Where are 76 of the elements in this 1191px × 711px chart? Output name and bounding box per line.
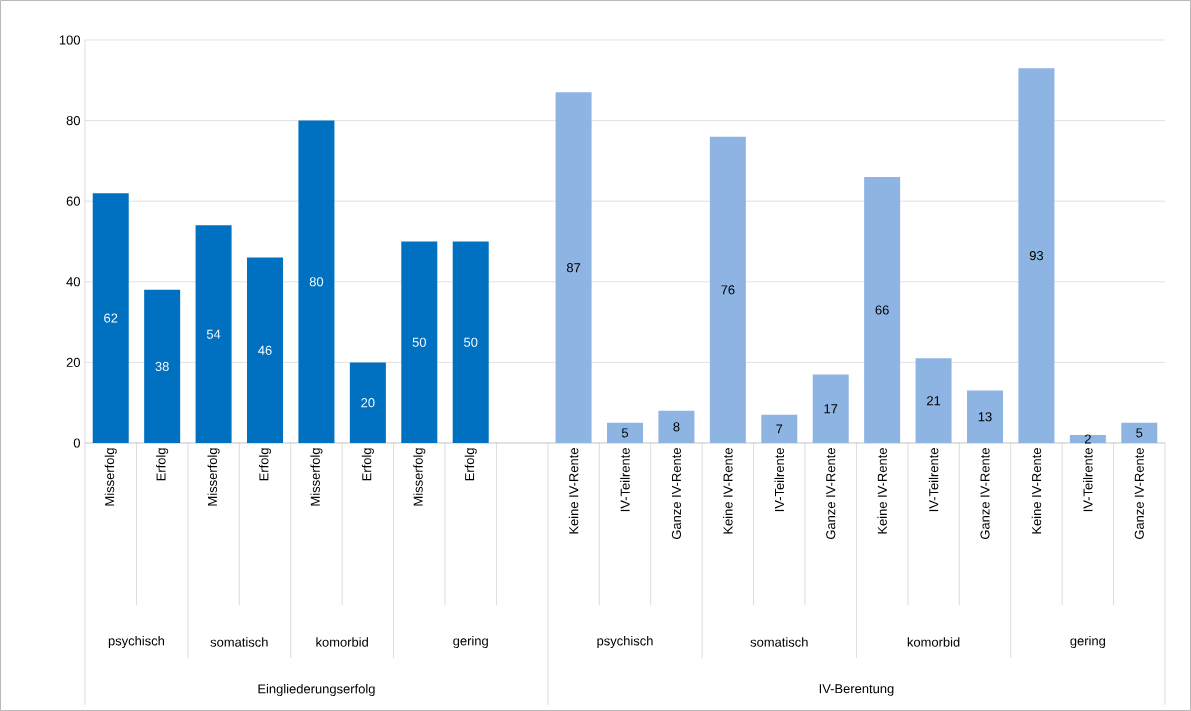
x-tick-label: Keine IV-Rente [723,448,733,534]
x-tick-label: Ganze IV-Rente [826,448,836,539]
text: gering [453,635,488,649]
data-label: 93 [1029,251,1044,261]
x-tick-label: Misserfolg [310,448,323,506]
data-label: 17 [824,404,838,414]
bar [967,390,1003,443]
bar [1018,68,1055,443]
x-tick-label: Keine IV-Rente [877,448,887,534]
y-tick-label: 40 [66,277,80,287]
data-label: 38 [155,361,169,371]
data-label: 5 [621,428,629,438]
bar [761,414,798,443]
bar [864,177,901,443]
bar [247,257,284,443]
x-tick-label: Erfolg [464,448,477,481]
data-label: 20 [361,398,375,408]
bar [812,374,849,443]
x-tick-label: IV-Teilrente [620,448,630,512]
data-label: 66 [875,305,889,315]
data-label: 50 [464,337,478,347]
x-tick-label: IV-Teilrente [774,448,785,512]
y-tick-label: 60 [66,196,80,206]
text: somatisch [210,637,268,647]
x-tick-label: Keine IV-Rente [568,448,579,534]
data-label: 80 [309,277,324,287]
x-tick-label: Misserfolg [207,448,220,506]
text: gering [1070,635,1106,649]
bar [195,225,232,443]
text: Eingliederungserfolg [258,683,375,697]
data-label: 2 [1084,434,1091,444]
bar [1069,434,1106,443]
data-label: 76 [721,285,735,295]
x-tick-label: Keine IV-Rente [1031,448,1042,534]
bar [1121,422,1158,443]
x-tick-label: Misserfolg [413,448,426,506]
text: somatisch [750,637,808,647]
data-label: 46 [258,345,272,355]
data-label: 21 [927,396,941,406]
y-tick-label: 0 [73,438,80,448]
x-tick-label: Ganze IV-Rente [980,448,990,539]
text: psychisch [597,635,653,649]
data-label: 13 [978,412,992,422]
data-label: 8 [673,422,680,432]
data-label: 50 [412,337,426,347]
data-label: 54 [206,329,221,339]
x-tick-label: Erfolg [361,448,374,481]
x-tick-label: Ganze IV-Rente [1134,448,1144,539]
bar [915,358,952,443]
text: komorbid [316,637,368,647]
text: komorbid [907,637,960,647]
bar [144,289,181,443]
x-tick-label: Erfolg [156,448,169,481]
x-tick-label: IV-Teilrente [1083,448,1093,512]
x-tick-label: IV-Teilrente [928,448,939,512]
data-label: 62 [104,313,118,323]
bar [401,241,438,443]
data-label: 7 [776,424,783,434]
bar [607,422,643,443]
y-tick-label: 100 [59,35,80,45]
bar [92,193,129,443]
text: psychisch [108,635,165,649]
x-tick-label: Misserfolg [104,448,117,506]
bar [555,92,592,443]
bar [709,136,746,443]
bar [658,410,695,443]
bar [349,362,386,443]
x-tick-label: Erfolg [258,448,272,481]
text: IV-Berentung [819,684,894,696]
y-tick-label: 20 [66,357,80,367]
data-label: 87 [566,263,581,273]
x-tick-label: Ganze IV-Rente [671,448,682,539]
y-tick-label: 80 [66,116,80,126]
data-label: 5 [1136,428,1143,438]
bar [452,241,489,443]
bar [298,120,335,443]
